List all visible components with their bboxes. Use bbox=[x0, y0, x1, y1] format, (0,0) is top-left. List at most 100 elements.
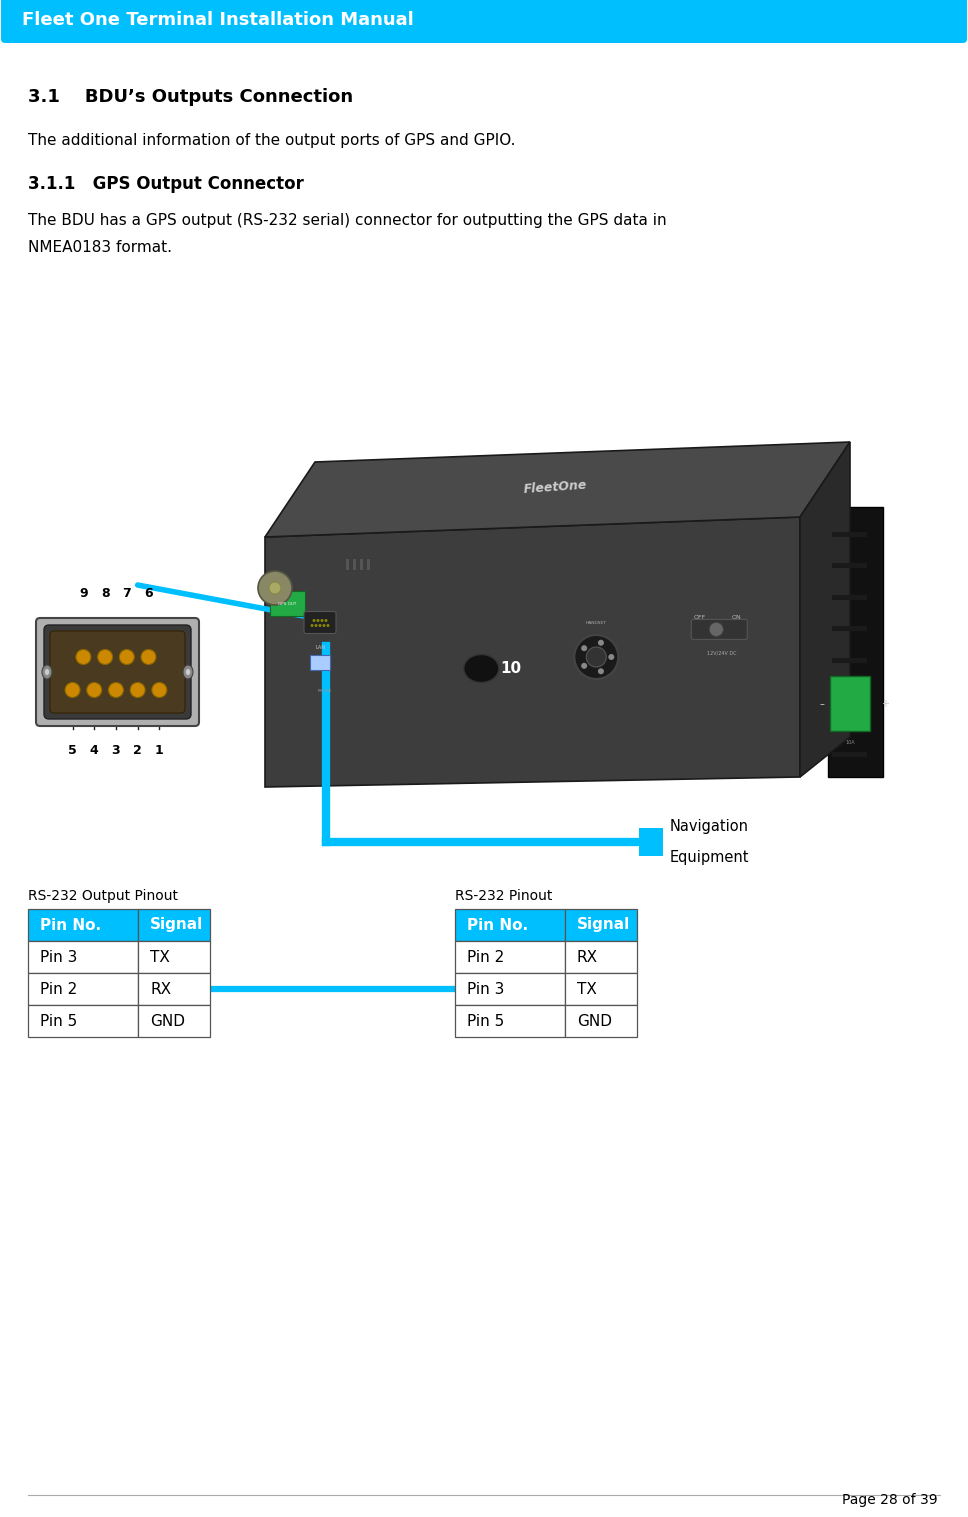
Bar bbox=[565, 909, 637, 941]
Text: Pin 5: Pin 5 bbox=[40, 1013, 77, 1029]
Bar bbox=[352, 558, 356, 569]
Circle shape bbox=[311, 623, 314, 627]
Bar bbox=[832, 752, 867, 757]
Text: 9: 9 bbox=[79, 587, 88, 601]
Text: ON: ON bbox=[732, 614, 741, 620]
Bar bbox=[565, 941, 637, 972]
Bar bbox=[28, 941, 138, 972]
Text: Signal: Signal bbox=[150, 918, 203, 933]
Circle shape bbox=[65, 683, 80, 698]
Text: Pin 3: Pin 3 bbox=[40, 950, 77, 965]
Text: +: + bbox=[881, 699, 889, 708]
Bar bbox=[565, 972, 637, 1004]
Ellipse shape bbox=[186, 669, 191, 675]
Bar bbox=[828, 507, 883, 777]
Text: 8: 8 bbox=[101, 587, 109, 601]
Circle shape bbox=[313, 619, 316, 622]
Bar bbox=[28, 972, 138, 1004]
Bar bbox=[310, 655, 330, 669]
Circle shape bbox=[322, 623, 325, 627]
Text: GPS OUT: GPS OUT bbox=[279, 602, 296, 605]
Circle shape bbox=[598, 640, 604, 646]
Text: Pin 5: Pin 5 bbox=[467, 1013, 504, 1029]
Text: Pin No.: Pin No. bbox=[40, 918, 101, 933]
Text: Navigation: Navigation bbox=[670, 819, 749, 834]
Circle shape bbox=[318, 623, 321, 627]
Circle shape bbox=[326, 623, 329, 627]
Text: HANDSET: HANDSET bbox=[586, 620, 607, 625]
Bar bbox=[345, 558, 349, 569]
Text: Pin 2: Pin 2 bbox=[40, 981, 77, 997]
Bar bbox=[832, 532, 867, 537]
Bar bbox=[832, 721, 867, 725]
FancyBboxPatch shape bbox=[36, 617, 199, 727]
Ellipse shape bbox=[45, 669, 49, 675]
Bar bbox=[832, 627, 867, 631]
Text: –: – bbox=[820, 699, 825, 708]
FancyBboxPatch shape bbox=[304, 611, 336, 634]
Circle shape bbox=[317, 619, 319, 622]
Bar bbox=[455, 909, 565, 941]
Text: Page 28 of 39: Page 28 of 39 bbox=[842, 1493, 938, 1506]
Bar bbox=[832, 595, 867, 599]
Text: Equipment: Equipment bbox=[670, 850, 749, 865]
Circle shape bbox=[574, 636, 619, 680]
Polygon shape bbox=[265, 517, 800, 787]
Text: OFF: OFF bbox=[693, 614, 706, 620]
Text: 10A: 10A bbox=[845, 740, 855, 745]
Text: The additional information of the output ports of GPS and GPIO.: The additional information of the output… bbox=[28, 133, 516, 149]
Circle shape bbox=[581, 645, 588, 651]
Circle shape bbox=[608, 654, 615, 660]
Bar bbox=[138, 972, 210, 1004]
Circle shape bbox=[141, 649, 156, 664]
Bar bbox=[455, 972, 565, 1004]
Circle shape bbox=[598, 669, 604, 674]
Text: 7: 7 bbox=[122, 587, 132, 601]
FancyBboxPatch shape bbox=[691, 619, 747, 639]
Text: PHONE: PHONE bbox=[318, 690, 332, 693]
Circle shape bbox=[587, 646, 606, 667]
Circle shape bbox=[320, 619, 323, 622]
Text: RS-232 Pinout: RS-232 Pinout bbox=[455, 889, 553, 903]
Polygon shape bbox=[265, 441, 850, 537]
Text: RX: RX bbox=[577, 950, 598, 965]
Bar bbox=[138, 941, 210, 972]
Text: RS-232 Output Pinout: RS-232 Output Pinout bbox=[28, 889, 178, 903]
FancyBboxPatch shape bbox=[44, 625, 191, 719]
Bar bbox=[0, 356, 968, 837]
Circle shape bbox=[152, 683, 166, 698]
Bar bbox=[455, 1004, 565, 1038]
Bar bbox=[832, 689, 867, 695]
Text: The BDU has a GPS output (RS-232 serial) connector for outputting the GPS data i: The BDU has a GPS output (RS-232 serial)… bbox=[28, 212, 667, 228]
Bar bbox=[639, 828, 663, 856]
Text: 4: 4 bbox=[90, 743, 99, 757]
Bar bbox=[28, 1004, 138, 1038]
Text: TX: TX bbox=[577, 981, 597, 997]
Circle shape bbox=[108, 683, 124, 698]
Bar bbox=[565, 1004, 637, 1038]
Text: RX: RX bbox=[150, 981, 171, 997]
Circle shape bbox=[324, 619, 327, 622]
Text: Fleet One Terminal Installation Manual: Fleet One Terminal Installation Manual bbox=[22, 11, 413, 29]
Text: 3.1    BDU’s Outputs Connection: 3.1 BDU’s Outputs Connection bbox=[28, 88, 353, 106]
Circle shape bbox=[130, 683, 145, 698]
FancyBboxPatch shape bbox=[1, 0, 967, 42]
Bar bbox=[455, 941, 565, 972]
Text: 3: 3 bbox=[111, 743, 120, 757]
Text: TX: TX bbox=[150, 950, 169, 965]
Text: 1: 1 bbox=[155, 743, 164, 757]
Text: GND: GND bbox=[577, 1013, 612, 1029]
Ellipse shape bbox=[464, 654, 499, 683]
Bar bbox=[359, 558, 363, 569]
Bar bbox=[366, 558, 370, 569]
Bar bbox=[28, 909, 138, 941]
Ellipse shape bbox=[183, 664, 193, 680]
Circle shape bbox=[98, 649, 112, 664]
Bar bbox=[270, 590, 305, 616]
Circle shape bbox=[258, 570, 292, 605]
Bar bbox=[138, 909, 210, 941]
Text: Signal: Signal bbox=[577, 918, 630, 933]
Text: Pin 2: Pin 2 bbox=[467, 950, 504, 965]
Bar bbox=[138, 1004, 210, 1038]
Text: 12V/24V DC: 12V/24V DC bbox=[707, 651, 736, 655]
